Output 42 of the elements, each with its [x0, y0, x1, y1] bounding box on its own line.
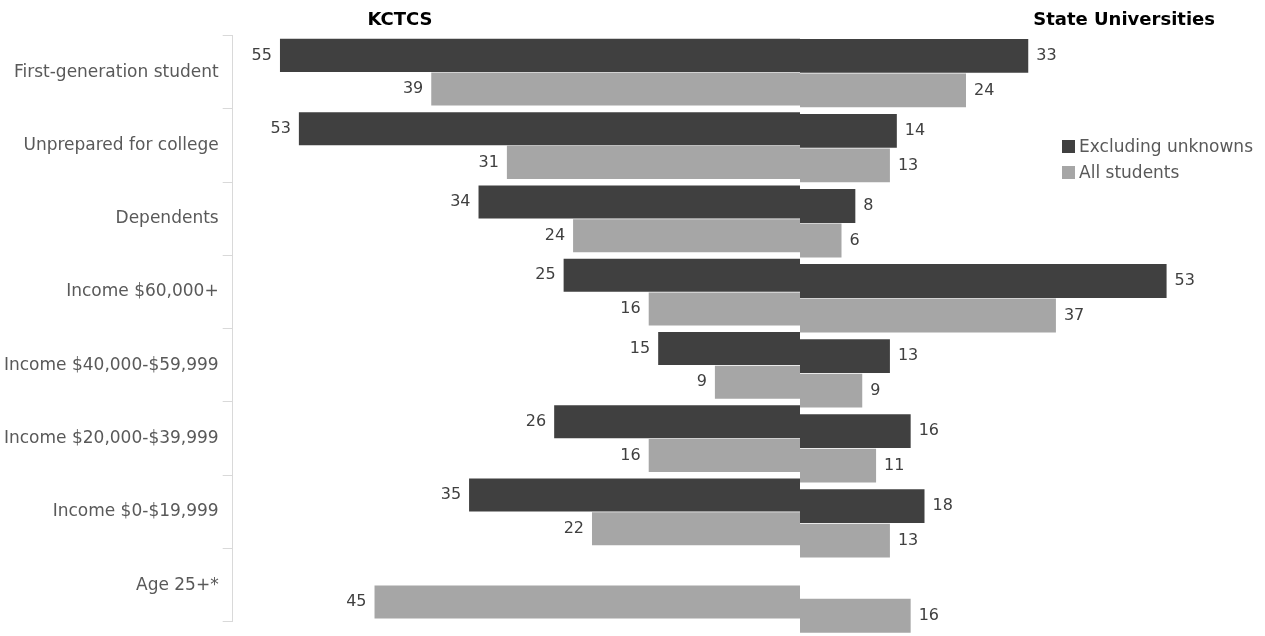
data-label: 16: [620, 444, 641, 464]
chart-title: State Universities: [1033, 8, 1215, 30]
data-label: 37: [1063, 304, 1085, 324]
y-tick-label: Unprepared for college: [23, 133, 219, 154]
data-label: 25: [535, 264, 556, 284]
legend-label: All students: [1079, 162, 1180, 182]
data-label: 13: [897, 345, 919, 365]
data-label: 6: [849, 229, 860, 249]
data-label: 11: [884, 454, 905, 474]
y-tick-label: Age 25+*: [136, 573, 219, 594]
data-label: 15: [629, 337, 651, 357]
data-label: 9: [870, 379, 881, 399]
data-label: 18: [932, 495, 953, 515]
data-label: 16: [918, 604, 940, 624]
data-label: 13: [897, 154, 919, 174]
y-tick-label: Dependents: [115, 207, 219, 228]
y-tick-label: Income $40,000-$59,999: [3, 353, 219, 374]
data-label: 24: [544, 224, 566, 244]
data-label: 26: [525, 410, 547, 430]
data-label: 31: [478, 151, 499, 171]
data-label: 35: [440, 484, 462, 504]
data-label: 53: [1174, 270, 1195, 290]
data-label: 8: [863, 195, 874, 215]
data-label: 22: [563, 517, 584, 537]
data-label: 39: [402, 78, 424, 98]
data-label: 55: [251, 44, 272, 64]
data-label: 13: [897, 529, 919, 549]
data-label: 16: [620, 298, 641, 318]
chart-title: KCTCS: [367, 8, 433, 30]
data-label: 34: [450, 191, 471, 211]
data-label: 24: [974, 79, 995, 99]
y-tick-label: Income $60,000+: [66, 280, 219, 301]
data-label: 9: [696, 371, 707, 391]
legend-label: Excluding unknowns: [1079, 136, 1253, 156]
y-tick-label: Income $20,000-$39,999: [3, 427, 219, 448]
data-label: 33: [1036, 45, 1057, 65]
data-label: 14: [904, 120, 926, 140]
data-label: 53: [270, 117, 291, 137]
data-label: 16: [918, 420, 940, 440]
y-tick-label: Income $0-$19,999: [52, 500, 219, 521]
data-label: 45: [346, 591, 367, 611]
y-tick-label: First-generation student: [13, 60, 220, 81]
